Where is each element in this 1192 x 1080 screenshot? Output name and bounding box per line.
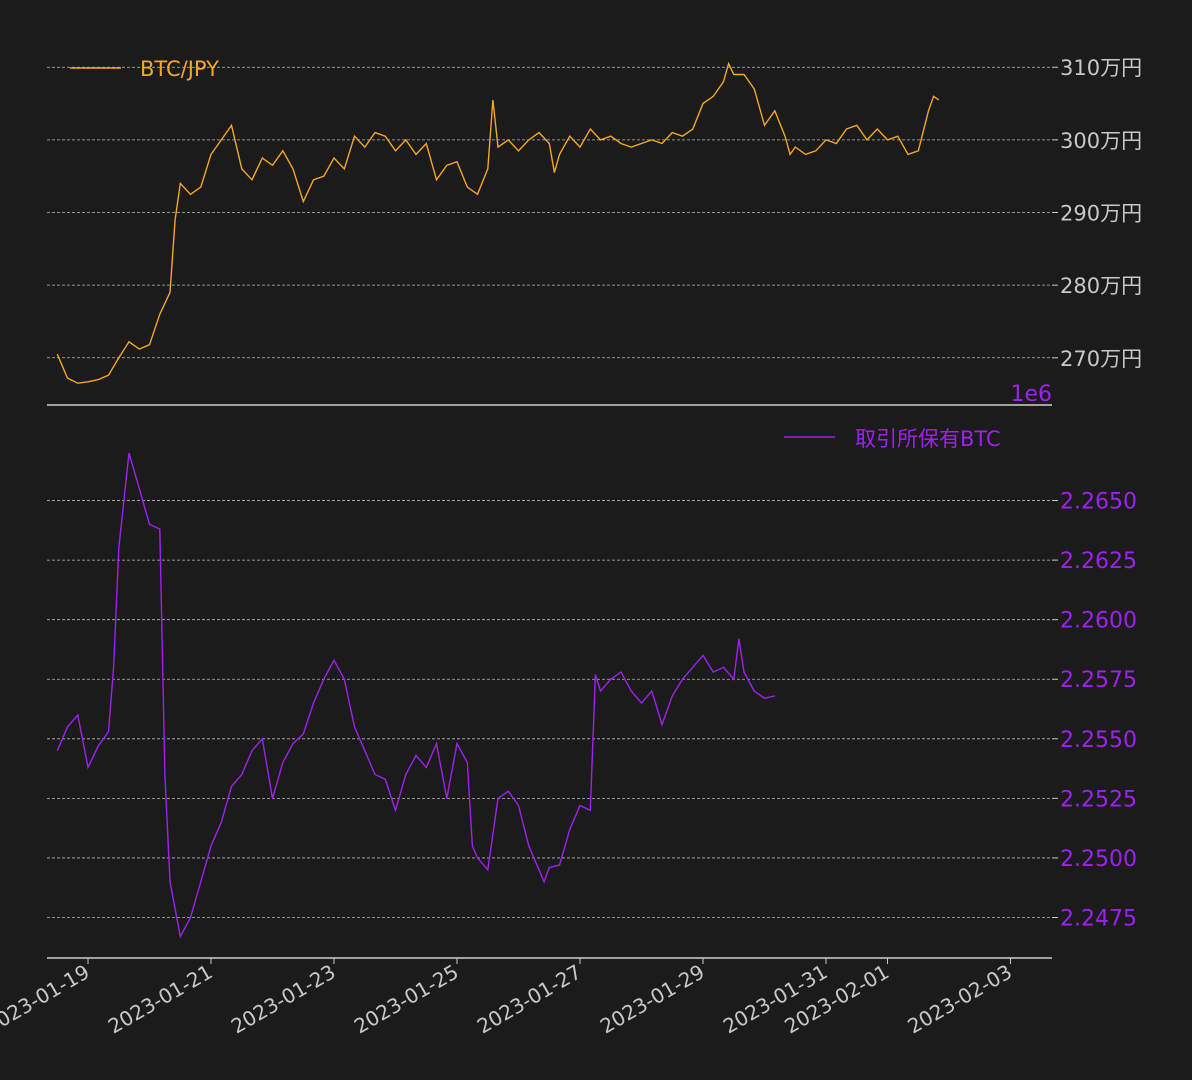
exchange-btc-y-tick-label: 2.2650 (1060, 490, 1137, 515)
btc-price-y-tick-label: 310万円 (1060, 56, 1142, 80)
exchange-btc-y-tick-label: 2.2500 (1060, 847, 1137, 872)
btc-price-panel: 270万円 280万円 290万円 300万円 310万円 BTC/JPY (47, 56, 1142, 384)
exchange-btc-gridlines (47, 500, 1052, 918)
exchange-btc-y-tick-label: 2.2550 (1060, 728, 1137, 753)
exchange-btc-y-axis: 2.2475 2.2500 2.2525 2.2550 2.2575 2.2600 2.26… (1052, 490, 1137, 931)
exchange-btc-legend-label: 取引所保有BTC (855, 427, 1001, 451)
btc-price-y-tick-label: 290万円 (1060, 202, 1142, 226)
btc-jpy-legend-label: BTC/JPY (140, 57, 219, 81)
exchange-btc-offset-label: 1e6 (1010, 382, 1052, 407)
btc-jpy-series-line (56, 61, 940, 384)
exchange-btc-y-tick-label: 2.2600 (1060, 609, 1137, 634)
btc-price-gridlines (47, 66, 1052, 359)
btc-price-y-tick-label: 300万円 (1060, 129, 1142, 153)
exchange-btc-y-tick-label: 2.2625 (1060, 549, 1137, 574)
btc-price-y-tick-label: 280万円 (1060, 274, 1142, 298)
exchange-btc-y-tick-label: 2.2525 (1060, 787, 1137, 812)
exchange-btc-panel: 2.2475 2.2500 2.2525 2.2550 2.2575 2.2600 2.26… (47, 382, 1137, 939)
btc-price-y-axis: 270万円 280万円 290万円 300万円 310万円 (1052, 56, 1142, 371)
exchange-btc-legend: 取引所保有BTC (784, 427, 1001, 451)
exchange-btc-y-tick-label: 2.2475 (1060, 906, 1137, 931)
btc-price-y-tick-label: 270万円 (1060, 347, 1142, 371)
btc-price-legend: BTC/JPY (70, 57, 219, 81)
exchange-btc-y-tick-label: 2.2575 (1060, 668, 1137, 693)
exchange-btc-series-line (56, 452, 775, 939)
